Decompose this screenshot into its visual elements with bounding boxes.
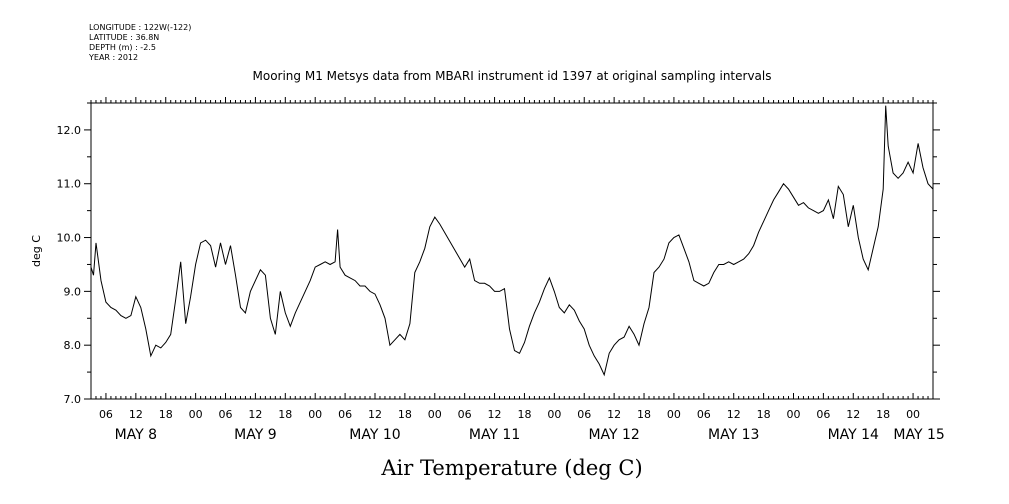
series-line	[90, 105, 934, 377]
x-hour-label: 18	[159, 408, 173, 421]
x-hour-label: 00	[308, 408, 322, 421]
x-hour-label: 18	[517, 408, 531, 421]
x-hour-label: 00	[667, 408, 681, 421]
x-day-label: MAY 12	[588, 427, 639, 443]
meta-year: YEAR : 2012	[88, 53, 138, 62]
x-hour-label: 06	[99, 408, 113, 421]
x-day-labels: MAY 8 MAY 9 MAY 10 MAY 11 MAY 12 MAY 13 MAY 14…	[115, 427, 945, 443]
x-hour-label: 06	[577, 408, 591, 421]
y-tick-label: 9.0	[64, 285, 82, 298]
meta-depth: DEPTH (m) : -2.5	[89, 43, 156, 52]
x-day-label: MAY 8	[115, 427, 157, 443]
plot-frame	[90, 102, 934, 400]
x-hour-label: 12	[607, 408, 621, 421]
x-hour-label: 18	[278, 408, 292, 421]
x-hour-label: 18	[637, 408, 651, 421]
x-day-label: MAY 14	[828, 427, 879, 443]
x-hour-label: 00	[547, 408, 561, 421]
x-hour-label: 06	[697, 408, 711, 421]
chart-title: Mooring M1 Metsys data from MBARI instru…	[253, 69, 772, 83]
x-axis-label: Air Temperature (deg C)	[380, 456, 642, 480]
x-hour-label: 12	[129, 408, 143, 421]
x-hour-labels: 06 12 18 00 06 12 18 00 06 12 18 00 06 12 18 00 06 12 18 00…	[99, 408, 920, 421]
x-hour-label: 00	[906, 408, 920, 421]
x-hour-label: 12	[488, 408, 502, 421]
y-tick-label: 11.0	[57, 178, 82, 191]
y-tick-label: 8.0	[64, 339, 82, 352]
metadata-block: LONGITUDE : 122W(-122) LATITUDE : 36.8N …	[88, 23, 191, 62]
y-tick-label: 12.0	[57, 124, 82, 137]
meta-longitude: LONGITUDE : 122W(-122)	[89, 23, 191, 32]
x-hour-label: 12	[248, 408, 262, 421]
y-tick-labels: 7.0 8.0 9.0 10.0 11.0 12.0	[57, 124, 82, 406]
x-hour-label: 12	[846, 408, 860, 421]
y-tick-label: 7.0	[64, 393, 82, 406]
x-hour-label: 12	[727, 408, 741, 421]
x-day-label: MAY 11	[469, 427, 520, 443]
x-hour-label: 18	[757, 408, 771, 421]
y-tick-label: 10.0	[57, 232, 82, 245]
x-day-label: MAY 10	[349, 427, 400, 443]
x-hour-label: 18	[398, 408, 412, 421]
x-day-label: MAY 15	[893, 427, 944, 443]
x-hour-label: 06	[338, 408, 352, 421]
x-hour-label: 06	[458, 408, 472, 421]
x-hour-label: 00	[189, 408, 203, 421]
x-day-label: MAY 13	[708, 427, 759, 443]
x-hour-label: 00	[428, 408, 442, 421]
x-hour-label: 00	[786, 408, 800, 421]
x-hour-label: 12	[368, 408, 382, 421]
x-hour-label: 06	[219, 408, 233, 421]
axis-ticks	[84, 97, 940, 400]
x-day-label: MAY 9	[234, 427, 276, 443]
y-axis-label: deg C	[30, 235, 43, 267]
x-hour-label: 06	[816, 408, 830, 421]
x-hour-label: 18	[876, 408, 890, 421]
meta-latitude: LATITUDE : 36.8N	[89, 33, 159, 42]
